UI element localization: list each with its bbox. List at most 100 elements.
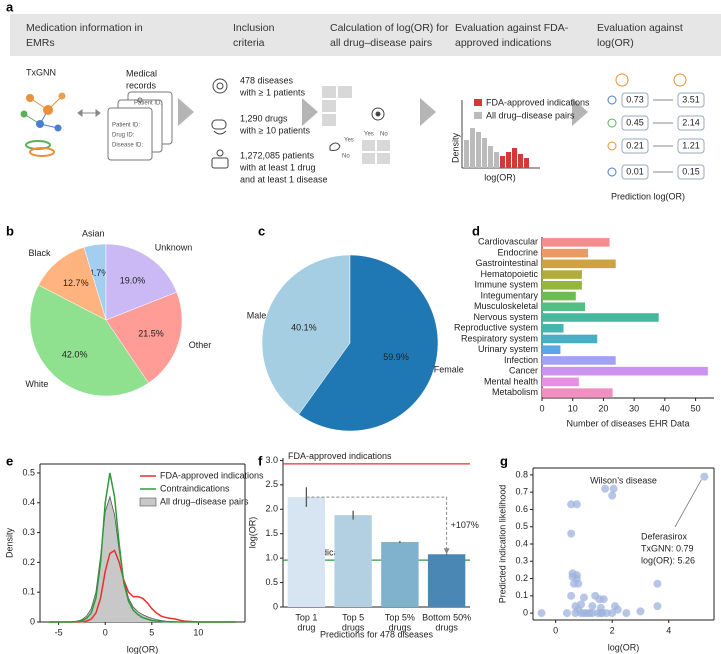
matrix-icon <box>322 86 390 164</box>
observed-value: 2.14 <box>682 117 700 127</box>
point <box>608 609 617 618</box>
pie-slice <box>105 291 183 384</box>
x-tick-label: drug <box>297 622 315 632</box>
y-tick-label: 3.0 <box>265 455 278 465</box>
pie-label: Unknown <box>155 243 193 253</box>
header: Evaluation against <box>597 22 683 34</box>
y-tick-label: 0.4 <box>515 538 528 548</box>
y-tick-label: Metabolism <box>492 387 538 397</box>
x-tick-label: -5 <box>55 627 63 637</box>
header: all drug–disease pairs <box>330 37 432 49</box>
reference-label: FDA-approved indications <box>288 451 392 461</box>
point <box>700 472 709 481</box>
point <box>636 607 645 616</box>
arrow-head <box>443 548 450 555</box>
y-tick-label: Mental health <box>484 376 538 386</box>
x-tick-label: Top 5% <box>385 612 415 622</box>
chart-title: Wilson’s disease <box>590 475 657 485</box>
x-tick-label: 10 <box>568 403 578 413</box>
y-tick-label: 0 <box>523 607 528 617</box>
y-axis-label: Density <box>4 527 14 558</box>
bar <box>542 281 582 290</box>
y-axis-label: Predicted indication likelihood <box>497 485 507 604</box>
y-tick-label: 0.5 <box>265 577 278 587</box>
pie-value-label: 21.5% <box>138 328 164 338</box>
bar <box>542 377 579 387</box>
y-tick-label: 0.1 <box>515 590 528 600</box>
area <box>49 496 236 622</box>
point <box>601 484 610 493</box>
criteria-text: and at least 1 disease <box>240 174 328 184</box>
point <box>567 591 576 600</box>
x-tick-label: drugs <box>342 622 365 632</box>
y-tick-label: Urinary system <box>478 344 538 354</box>
pie-value-label: 40.1% <box>291 323 317 333</box>
record-field: Drug ID: <box>112 133 135 139</box>
header: criteria <box>233 37 265 49</box>
point <box>622 609 631 618</box>
criteria-text: 1,290 drugs <box>240 113 288 123</box>
pie-value-label: 59.9% <box>383 352 409 362</box>
pie-value-label: 4.7% <box>89 268 110 278</box>
double-arrow <box>77 109 101 117</box>
criteria-text: 478 diseases <box>240 75 294 85</box>
x-tick-label: 0 <box>553 625 558 635</box>
bar <box>542 313 659 322</box>
pie-value-label: 12.7% <box>63 278 89 288</box>
mini-axis-label: Density <box>450 132 460 163</box>
y-tick-label: 1.5 <box>265 528 278 538</box>
point <box>537 609 546 618</box>
x-tick-label: 30 <box>629 403 639 413</box>
x-tick-label: Top 1 <box>295 612 317 622</box>
criteria-text: with ≥ 1 patients <box>239 87 305 97</box>
panel-label: f <box>258 453 263 468</box>
mini-axis-label: log(OR) <box>484 172 516 182</box>
x-tick-label: 50 <box>691 403 701 413</box>
bracket <box>306 496 448 551</box>
pie-slice <box>261 254 351 415</box>
y-tick-label: 0.8 <box>515 469 528 479</box>
bar <box>542 366 708 376</box>
x-axis-label: log(OR) <box>127 644 159 654</box>
point <box>567 500 576 509</box>
x-tick-label: 2 <box>610 625 615 635</box>
area-edge <box>49 495 236 623</box>
y-axis-label: log(OR) <box>247 517 257 549</box>
records-icon <box>107 91 173 161</box>
point <box>574 579 583 588</box>
y-tick-label: Immune system <box>474 280 538 290</box>
x-tick-label: 0 <box>539 403 544 413</box>
x-tick-label: 4 <box>666 625 671 635</box>
header: log(OR) <box>597 37 634 49</box>
x-tick-label: drugs <box>389 622 412 632</box>
pie-label: Female <box>434 364 464 374</box>
point <box>653 579 662 588</box>
legend-swatch <box>139 497 157 507</box>
y-tick-label: 0.7 <box>515 487 528 497</box>
y-tick-label: 0 <box>273 601 278 611</box>
y-tick-label: Integumentary <box>480 290 538 300</box>
mini-legend: FDA-approved indications <box>486 97 590 107</box>
x-tick-label: Top 5 <box>342 612 364 622</box>
legend-label: All drug–disease pairs <box>160 496 249 506</box>
bar <box>542 323 564 333</box>
panel-label: c <box>258 223 265 238</box>
bar <box>542 259 616 269</box>
y-tick-label: Respiratory system <box>461 333 538 343</box>
pie-slice <box>29 284 149 397</box>
x-axis-label: Predictions for 478 diseases <box>320 629 434 639</box>
y-tick-label: 0.2 <box>515 573 528 583</box>
legend-label: FDA-approved indications <box>160 470 264 480</box>
pie-label: Black <box>29 248 52 258</box>
panel-label: d <box>472 223 480 238</box>
point <box>599 595 608 604</box>
pie-label: Male <box>247 310 267 320</box>
legend-label: Contraindications <box>160 483 230 493</box>
predicted-value: 0.01 <box>626 166 644 176</box>
y-tick-label: 2.0 <box>265 504 278 514</box>
mini-legend: All drug–disease pairs <box>486 110 575 120</box>
point <box>572 500 581 509</box>
y-tick-label: Endocrine <box>497 247 538 257</box>
y-tick-label: 0 <box>30 616 35 626</box>
criteria-text: 1,272,085 patients <box>240 150 315 160</box>
